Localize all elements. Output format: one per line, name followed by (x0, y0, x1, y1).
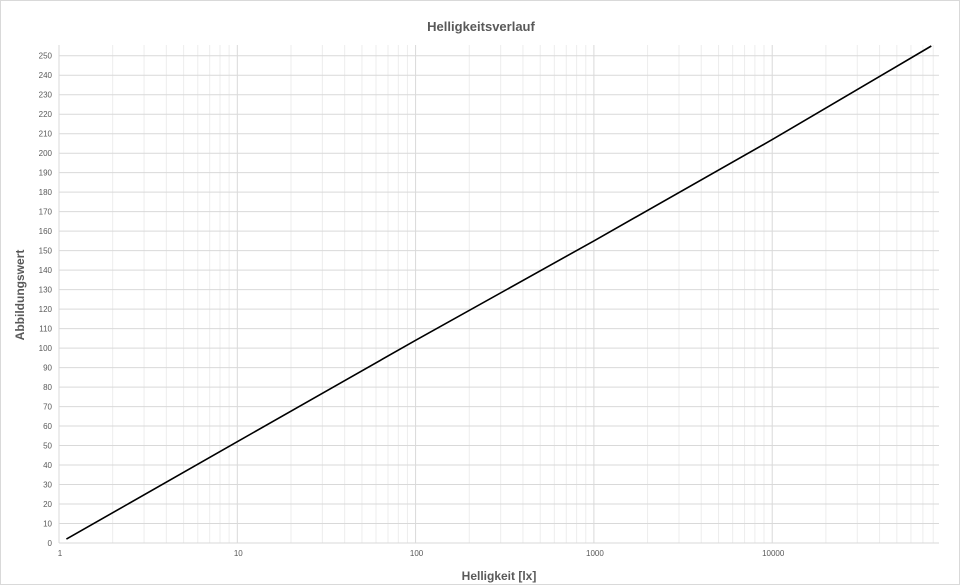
x-tick-label: 1 (58, 549, 63, 558)
y-tick-label: 40 (43, 461, 52, 470)
y-tick-label: 150 (39, 247, 53, 256)
y-tick-label: 100 (39, 344, 53, 353)
y-tick-label: 90 (43, 364, 52, 373)
y-tick-label: 130 (39, 286, 53, 295)
x-tick-label: 100 (410, 549, 424, 558)
y-tick-label: 50 (43, 442, 52, 451)
y-tick-label: 190 (39, 169, 53, 178)
y-tick-label: 20 (43, 500, 52, 509)
y-tick-label: 230 (39, 91, 53, 100)
series-layer (66, 45, 932, 540)
y-tick-label: 80 (43, 383, 52, 392)
x-tick-label: 10 (234, 549, 243, 558)
x-tick-label: 1000 (586, 549, 604, 558)
minor-gridlines (112, 45, 934, 543)
y-tick-label: 110 (39, 325, 52, 334)
chart-title: Helligkeitsverlauf (427, 19, 535, 34)
x-axis-label: Helligkeit [lx] (462, 569, 537, 583)
y-tick-label: 30 (43, 481, 52, 490)
y-tick-label: 140 (39, 266, 53, 275)
y-tick-label: 180 (39, 188, 53, 197)
y-tick-label: 250 (39, 52, 53, 61)
y-tick-label: 10 (43, 520, 52, 529)
series-line (66, 45, 932, 540)
y-tick-label: 60 (43, 422, 52, 431)
y-tick-label: 200 (39, 149, 53, 158)
y-tick-label: 0 (48, 539, 53, 548)
y-tick-label: 160 (39, 227, 53, 236)
major-gridlines (58, 45, 939, 544)
y-tick-label: 70 (43, 403, 52, 412)
y-tick-label: 240 (39, 71, 53, 80)
y-tick-label: 210 (39, 130, 53, 139)
y-tick-label: 220 (39, 110, 53, 119)
y-axis-label: Abbildungswert (13, 250, 27, 341)
y-tick-label: 170 (39, 208, 53, 217)
tick-labels: 1 10 100 1000 100000102030405060708090100110… (39, 52, 785, 558)
x-tick-label: 10000 (762, 549, 785, 558)
y-tick-label: 120 (39, 305, 53, 314)
